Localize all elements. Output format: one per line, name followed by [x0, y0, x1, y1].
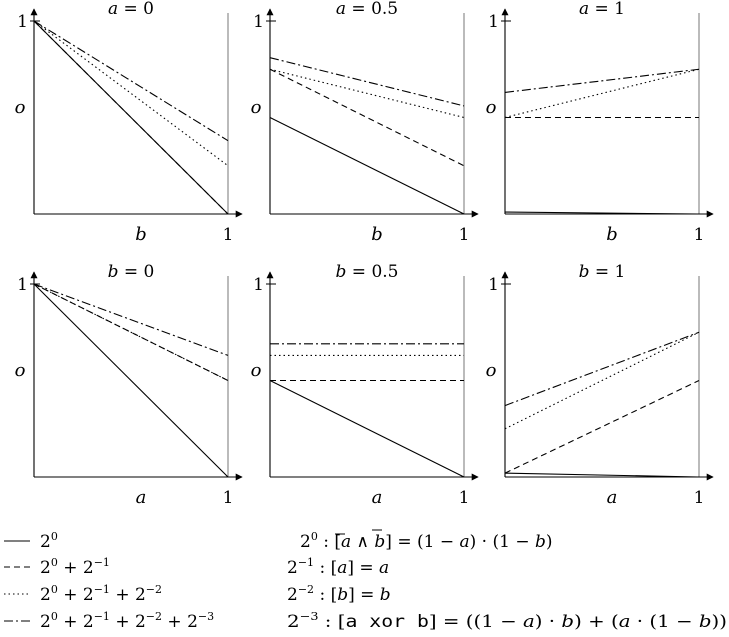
- equation-1: 20 : [a ∧ b] = (1 − a) · (1 − b): [300, 530, 553, 552]
- series-line-1: [33, 20, 229, 215]
- y-tick-label: 1: [488, 275, 499, 295]
- legend-label-3: 20 + 2−1 + 2−2: [40, 583, 162, 605]
- series-line-2: [33, 283, 229, 381]
- panel-title-5: b = 1: [579, 262, 626, 282]
- y-axis-label: o: [15, 360, 26, 381]
- equation-2: 2−1 : [a] = a: [287, 556, 389, 578]
- legend-label-2: 20 + 2−1: [40, 556, 110, 578]
- y-tick-label: 1: [253, 12, 264, 32]
- series-line-3: [33, 283, 229, 356]
- equations: 20 : [a ∧ b] = (1 − a) · (1 − b) 2−1 : […: [287, 529, 727, 632]
- panel-4: b = 0.5 1 o 1 a: [251, 262, 479, 508]
- series-line-2: [504, 331, 700, 430]
- y-axis-label: o: [251, 360, 262, 381]
- series-line-3: [504, 331, 700, 407]
- equation-3: 2−2 : [b] = b: [287, 583, 391, 605]
- x-axis-label: b: [606, 224, 618, 245]
- y-tick-label: 1: [253, 275, 264, 295]
- series-line-0: [269, 117, 465, 215]
- panel-0: a = 0 1 o 1 b: [15, 0, 243, 245]
- y-axis-label: o: [15, 97, 26, 118]
- legend-label-4: 20 + 2−1 + 2−2 + 2−3: [40, 610, 214, 632]
- panel-2: a = 1 1 o 1 b: [486, 0, 714, 245]
- x-tick-label: 1: [459, 225, 470, 245]
- x-axis-label: a: [607, 487, 618, 508]
- series-line-0: [504, 211, 700, 215]
- series-line-3: [33, 20, 229, 142]
- x-tick-label: 1: [459, 488, 470, 508]
- y-axis-label: o: [486, 97, 497, 118]
- series-line-2: [269, 68, 465, 119]
- series-line-0: [504, 472, 700, 478]
- equation-4: 2 −3 : [a xor b] = ((1 − a) · b) + (a · (…: [287, 610, 727, 632]
- x-axis-label: b: [371, 224, 383, 245]
- x-tick-label: 1: [223, 488, 234, 508]
- panel-title-2: a = 1: [579, 0, 625, 19]
- x-axis-label: a: [372, 487, 383, 508]
- panel-title-3: b = 0: [108, 262, 155, 282]
- panel-5: b = 1 1 o 1 a: [486, 262, 714, 508]
- x-axis-label: a: [136, 487, 147, 508]
- series-line-0: [269, 380, 465, 478]
- series-line-2: [504, 68, 700, 119]
- series-line-0: [33, 283, 229, 478]
- x-tick-label: 1: [694, 488, 705, 508]
- y-tick-label: 1: [17, 275, 28, 295]
- legend: 20 20 + 2−1 20 + 2−1 + 2−2 20 + 2−1 + 2−…: [4, 530, 214, 632]
- x-tick-label: 1: [694, 225, 705, 245]
- series-line-2: [33, 20, 229, 167]
- y-axis-label: o: [486, 360, 497, 381]
- series-line-3: [269, 57, 465, 107]
- series-line-3: [504, 68, 700, 93]
- panel-title-0: a = 0: [108, 0, 154, 19]
- panel-1: a = 0.5 1 o 1 b: [251, 0, 479, 245]
- panel-3: b = 0 1 o 1 a: [15, 262, 243, 508]
- series-line-1: [269, 68, 465, 167]
- x-axis-label: b: [135, 224, 147, 245]
- panel-title-1: a = 0.5: [336, 0, 398, 19]
- series-line-1: [504, 380, 700, 474]
- y-axis-label: o: [251, 97, 262, 118]
- panel-title-4: b = 0.5: [336, 262, 399, 282]
- y-tick-label: 1: [488, 12, 499, 32]
- y-tick-label: 1: [17, 12, 28, 32]
- x-tick-label: 1: [223, 225, 234, 245]
- legend-label-1: 20: [40, 530, 58, 552]
